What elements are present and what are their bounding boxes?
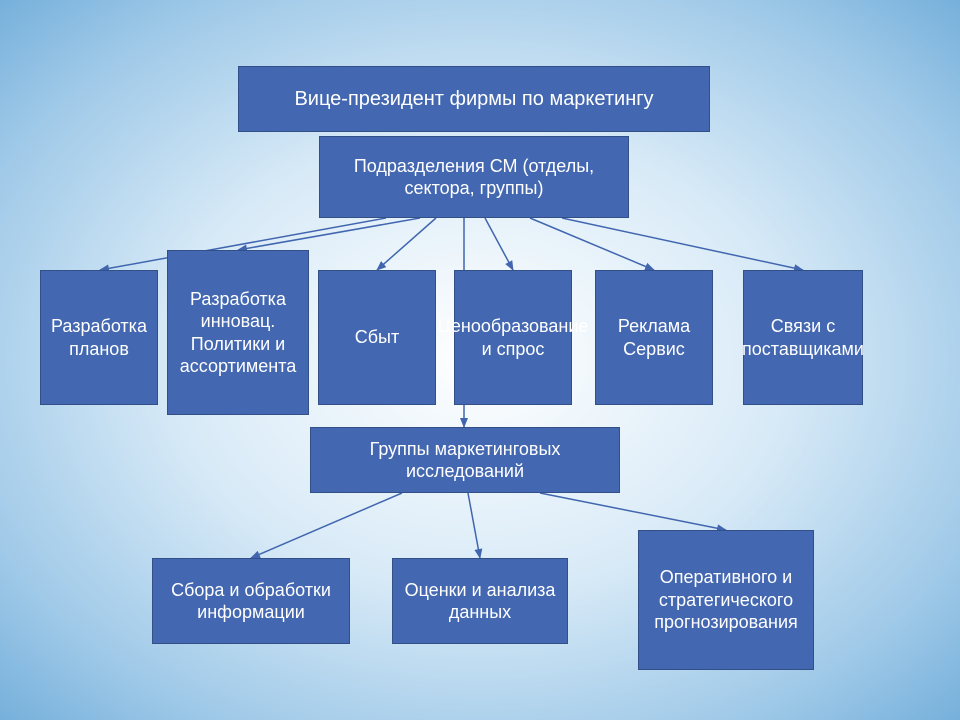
node-label: Реклама Сервис [602, 315, 706, 360]
node-subdivisions: Подразделения СМ (отделы, сектора, групп… [319, 136, 629, 218]
node-group-analysis: Оценки и анализа данных [392, 558, 568, 644]
node-research-groups: Группы маркетинговых исследований [310, 427, 620, 493]
node-dept-sales: Сбыт [318, 270, 436, 405]
node-label: Оперативного и стратегического прогнозир… [645, 566, 807, 634]
node-label: Оценки и анализа данных [399, 579, 561, 624]
node-group-forecasting: Оперативного и стратегического прогнозир… [638, 530, 814, 670]
node-label: Подразделения СМ (отделы, сектора, групп… [326, 155, 622, 200]
node-label: Сбора и обработки информации [159, 579, 343, 624]
node-dept-advertising: Реклама Сервис [595, 270, 713, 405]
node-dept-suppliers: Связи с поставщиками [743, 270, 863, 405]
node-dept-plans: Разработка планов [40, 270, 158, 405]
node-label: Разработка планов [47, 315, 151, 360]
node-label: Сбыт [355, 326, 400, 349]
node-dept-pricing: Ценообразование и спрос [454, 270, 572, 405]
node-label: Вице-президент фирмы по маркетингу [294, 87, 653, 112]
node-group-collection: Сбора и обработки информации [152, 558, 350, 644]
node-label: Связи с поставщиками [742, 315, 864, 360]
node-label: Разработка инновац. Политики и ассортиме… [174, 288, 302, 378]
node-dept-innovation: Разработка инновац. Политики и ассортиме… [167, 250, 309, 415]
node-label: Группы маркетинговых исследований [317, 438, 613, 483]
node-vice-president: Вице-президент фирмы по маркетингу [238, 66, 710, 132]
node-label: Ценообразование и спрос [438, 315, 589, 360]
